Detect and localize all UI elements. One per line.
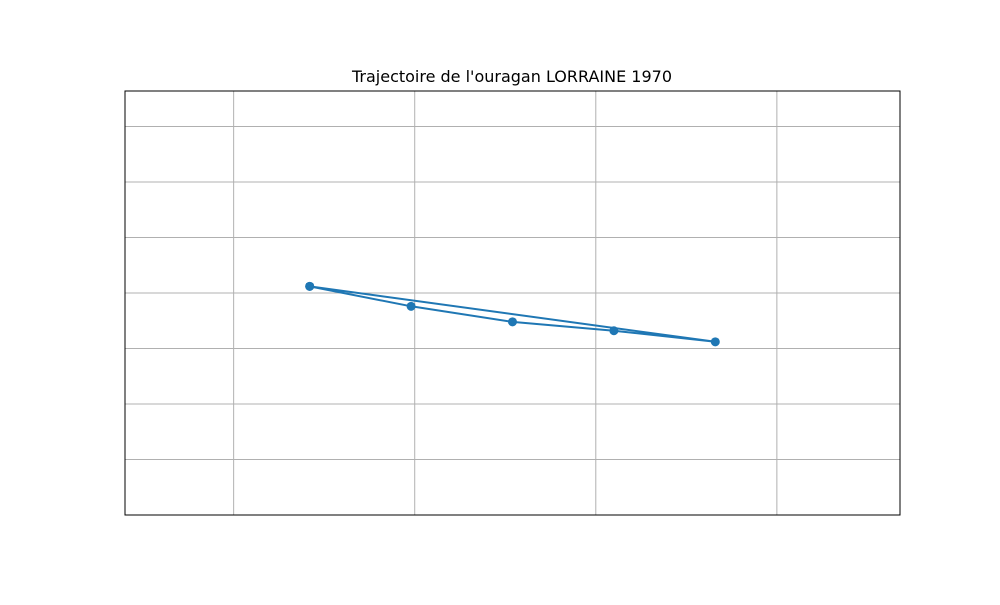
track-line	[309, 285, 717, 343]
track-point	[305, 281, 315, 291]
track-point	[406, 301, 416, 311]
series-layer	[305, 281, 720, 347]
chart-title: Trajectoire de l'ouragan LORRAINE 1970	[351, 67, 672, 86]
track-point	[710, 337, 720, 347]
track-point	[609, 326, 619, 336]
plot-frame	[124, 90, 901, 516]
track-point	[508, 317, 517, 327]
grid-lines	[125, 91, 900, 515]
